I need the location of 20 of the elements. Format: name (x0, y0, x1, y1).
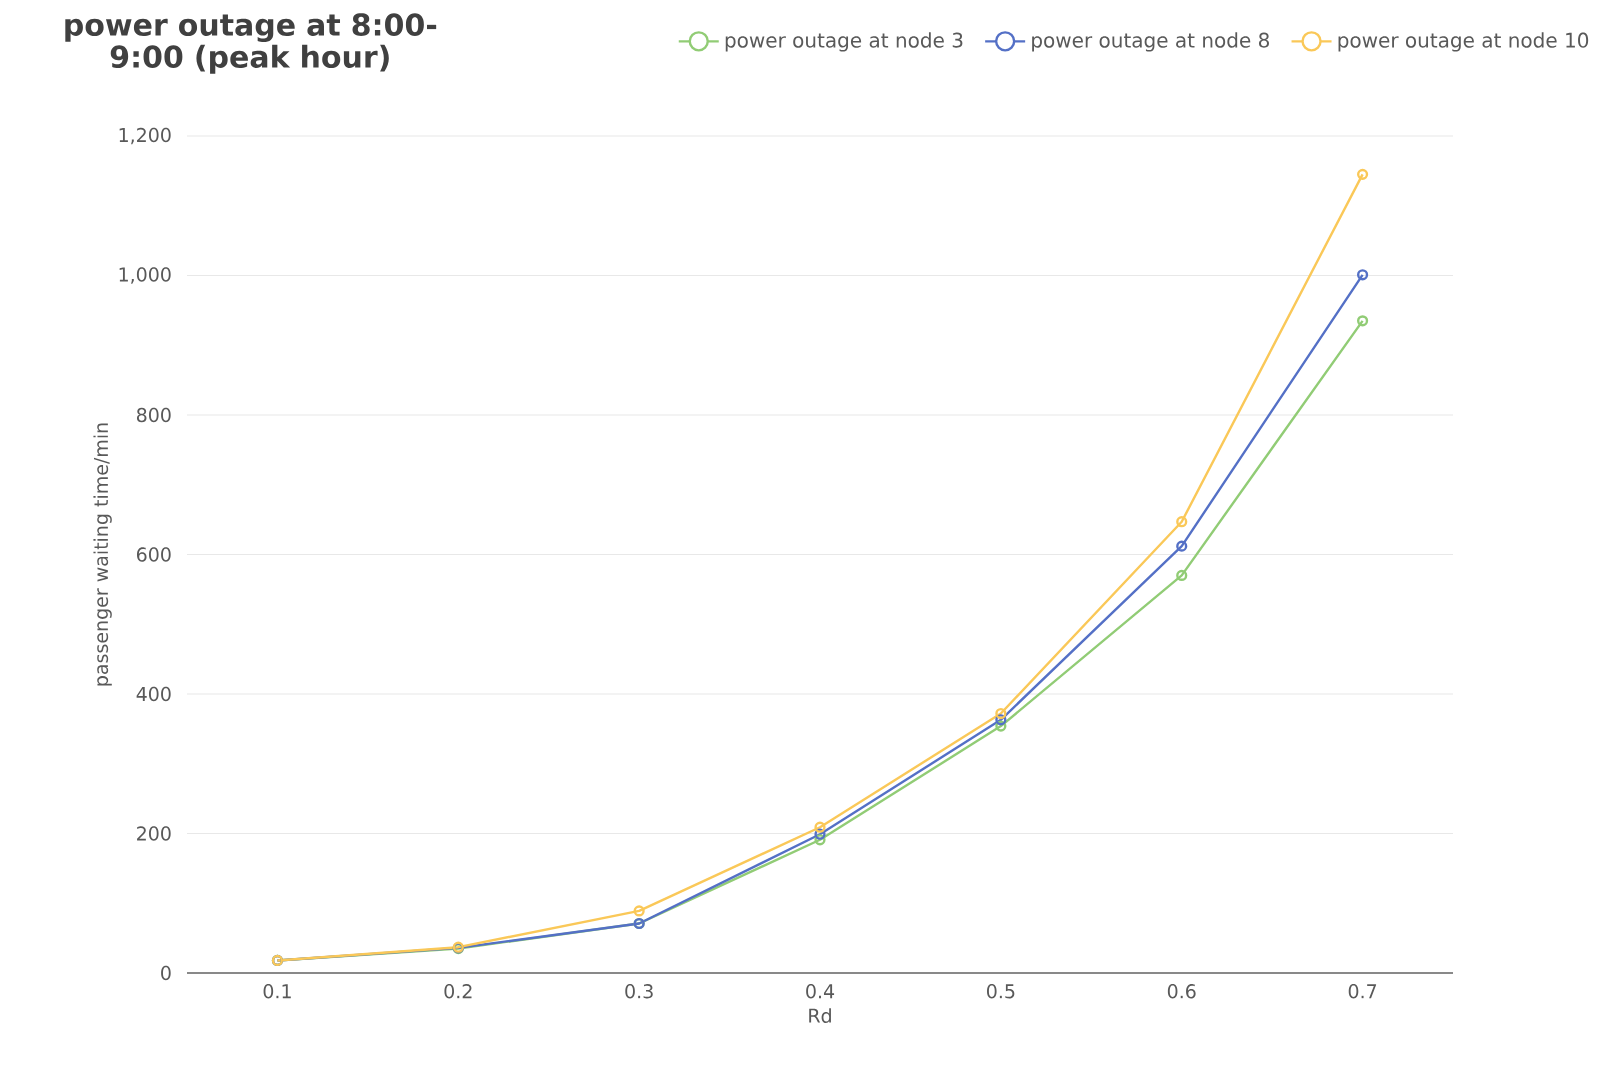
y-axis-title: passenger waiting time/min (93, 423, 112, 686)
x-tick-label: 0.1 (263, 984, 291, 999)
x-tick-label: 0.2 (444, 984, 472, 999)
x-tick-label: 0.3 (625, 984, 653, 999)
y-tick-label: 1,200 (119, 127, 171, 145)
x-axis-title: Rd (809, 1008, 831, 1023)
legend-label: power outage at node 10 (1338, 32, 1589, 52)
x-tick-label: 0.6 (1167, 984, 1196, 999)
x-tick-label: 0.5 (987, 984, 1015, 999)
x-tick-label: 0.4 (806, 984, 835, 999)
legend-label: power outage at node 3 (725, 32, 963, 52)
y-tick-label: 800 (136, 407, 171, 423)
y-tick-label: 0 (161, 965, 171, 981)
y-tick-label: 600 (136, 547, 171, 562)
y-tick-label: 200 (137, 826, 171, 841)
legend-label: power outage at node 8 (1032, 32, 1269, 52)
chart-title: power outage at 8:00-9:00 (peak hour) (65, 13, 437, 74)
y-tick-label: 400 (136, 686, 171, 702)
x-tick-label: 0.7 (1348, 984, 1377, 999)
y-tick-label: 1,000 (119, 267, 171, 284)
